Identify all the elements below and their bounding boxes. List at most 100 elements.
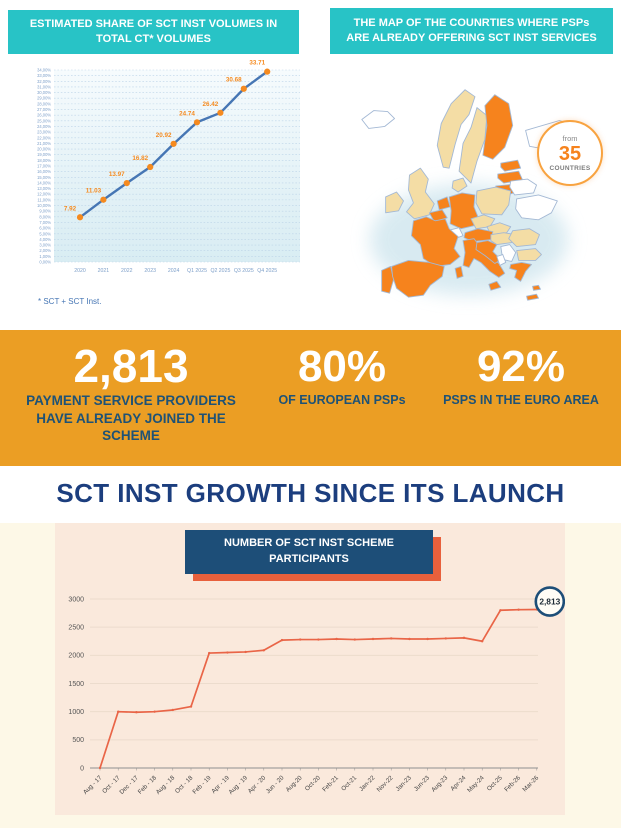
sct-share-chart: 0,00%1,00%2,00%3,00%4,00%5,00%6,00%7,00%… bbox=[37, 60, 300, 274]
svg-text:21,00%: 21,00% bbox=[37, 141, 51, 146]
map-country-bulgaria bbox=[516, 248, 542, 261]
svg-text:33,00%: 33,00% bbox=[37, 73, 51, 78]
svg-text:29,00%: 29,00% bbox=[37, 96, 51, 101]
svg-text:Q3 2025: Q3 2025 bbox=[234, 268, 254, 274]
svg-text:6,00%: 6,00% bbox=[39, 226, 51, 231]
badge-countries-label: COUNTRIES bbox=[549, 164, 591, 172]
svg-text:24,00%: 24,00% bbox=[37, 124, 51, 129]
svg-text:22,00%: 22,00% bbox=[37, 135, 51, 140]
map-title-banner: THE MAP OF THE COUNRTIES WHERE PSPs ARE … bbox=[330, 8, 613, 54]
map-island-sardinia bbox=[454, 265, 464, 279]
svg-text:Q4 2025: Q4 2025 bbox=[257, 268, 277, 274]
growth-chart-header-label: NUMBER OF SCT INST SCHEME PARTICIPANTS bbox=[224, 537, 394, 565]
share-points: 7.92 11.03 13.97 16.82 20.92 24.74 26.42 30.68 3… bbox=[64, 60, 271, 221]
map-country-united-kingdom bbox=[406, 167, 435, 220]
share-chart-title-banner: ESTIMATED SHARE OF SCT INST VOLUMES IN T… bbox=[8, 10, 299, 54]
svg-text:13,00%: 13,00% bbox=[37, 186, 51, 191]
svg-text:3,00%: 3,00% bbox=[39, 243, 51, 248]
svg-text:11.03: 11.03 bbox=[86, 188, 102, 195]
svg-text:7,00%: 7,00% bbox=[39, 220, 51, 225]
map-country-finland bbox=[482, 94, 514, 160]
svg-text:25,00%: 25,00% bbox=[37, 118, 51, 123]
svg-text:May-24: May-24 bbox=[466, 774, 486, 794]
svg-text:0,00%: 0,00% bbox=[39, 260, 51, 265]
svg-text:2500: 2500 bbox=[68, 625, 84, 632]
map-country-ukraine bbox=[515, 194, 558, 221]
stats-band: 2,813 PAYMENT SERVICE PROVIDERS HAVE ALR… bbox=[0, 330, 621, 466]
svg-text:2,813: 2,813 bbox=[539, 597, 560, 607]
map-country-belgium bbox=[428, 209, 448, 223]
badge-number: 35 bbox=[558, 142, 582, 165]
stat-euro-area-psps: 92% PSPS IN THE EURO AREA bbox=[436, 342, 606, 408]
stat-euro-area-psps-value: 92% bbox=[476, 342, 566, 391]
stat-european-psps-value: 80% bbox=[297, 342, 387, 391]
svg-text:30,00%: 30,00% bbox=[37, 90, 51, 95]
svg-text:Q2 2025: Q2 2025 bbox=[210, 268, 230, 274]
svg-text:33.71: 33.71 bbox=[249, 60, 265, 67]
stat-euro-area-psps-label: PSPS IN THE EURO AREA bbox=[443, 393, 599, 408]
svg-text:24.74: 24.74 bbox=[179, 110, 195, 117]
svg-text:26.42: 26.42 bbox=[203, 101, 219, 108]
map-country-romania bbox=[508, 228, 540, 248]
svg-text:Oct-20: Oct-20 bbox=[304, 774, 322, 792]
svg-text:2023: 2023 bbox=[144, 268, 156, 274]
growth-gridlines: 0 500 1000 1500 2000 2500 3000 bbox=[68, 596, 538, 772]
map-country-estonia bbox=[500, 159, 522, 172]
svg-text:20,00%: 20,00% bbox=[37, 147, 51, 152]
map-country-hungary bbox=[490, 232, 517, 246]
svg-text:1,00%: 1,00% bbox=[39, 254, 51, 259]
svg-text:Aug-20: Aug-20 bbox=[285, 774, 304, 793]
svg-text:Jan-23: Jan-23 bbox=[394, 774, 413, 793]
svg-text:11,00%: 11,00% bbox=[37, 197, 51, 202]
svg-text:19,00%: 19,00% bbox=[37, 152, 51, 157]
svg-text:2020: 2020 bbox=[74, 268, 86, 274]
svg-text:0: 0 bbox=[80, 765, 84, 772]
svg-text:1000: 1000 bbox=[68, 709, 84, 716]
share-gridlines: 0,00%1,00%2,00%3,00%4,00%5,00%6,00%7,00%… bbox=[37, 68, 300, 265]
svg-text:2000: 2000 bbox=[68, 653, 84, 660]
countries-count-badge: from 35 COUNTRIES bbox=[537, 120, 603, 186]
svg-text:Jun - 20: Jun - 20 bbox=[265, 774, 286, 795]
svg-text:Jan-22: Jan-22 bbox=[358, 774, 377, 793]
svg-text:2021: 2021 bbox=[98, 268, 110, 274]
svg-text:2,00%: 2,00% bbox=[39, 248, 51, 253]
map-country-denmark bbox=[451, 177, 468, 193]
svg-text:4,00%: 4,00% bbox=[39, 237, 51, 242]
map-title: THE MAP OF THE COUNRTIES WHERE PSPs ARE … bbox=[346, 16, 597, 44]
map-country-netherlands bbox=[436, 196, 451, 211]
svg-text:34,00%: 34,00% bbox=[37, 68, 51, 73]
growth-chart-header: NUMBER OF SCT INST SCHEME PARTICIPANTS bbox=[185, 530, 433, 574]
svg-text:Nov-22: Nov-22 bbox=[376, 774, 395, 793]
stat-european-psps-label: OF EUROPEAN PSPs bbox=[278, 393, 406, 408]
map-country-portugal bbox=[381, 265, 395, 294]
map-country-greece bbox=[509, 262, 532, 282]
svg-text:26,00%: 26,00% bbox=[37, 113, 51, 118]
map-country-belarus bbox=[509, 178, 537, 196]
svg-text:17,00%: 17,00% bbox=[37, 164, 51, 169]
svg-text:8,00%: 8,00% bbox=[39, 214, 51, 219]
share-chart-plot: 0,00%1,00%2,00%3,00%4,00%5,00%6,00%7,00%… bbox=[37, 60, 300, 274]
svg-text:Aug-23: Aug-23 bbox=[430, 774, 449, 793]
svg-text:32,00%: 32,00% bbox=[37, 79, 51, 84]
growth-line bbox=[99, 608, 537, 769]
svg-text:16.82: 16.82 bbox=[132, 155, 148, 162]
svg-text:Aug - 19: Aug - 19 bbox=[228, 774, 250, 796]
svg-text:Feb - 19: Feb - 19 bbox=[191, 774, 213, 796]
svg-text:Aug - 18: Aug - 18 bbox=[155, 774, 177, 796]
map-country-ireland bbox=[385, 191, 404, 214]
svg-text:Oct-21: Oct-21 bbox=[340, 774, 358, 792]
svg-text:Oct-25: Oct-25 bbox=[486, 774, 504, 792]
svg-text:Jun-23: Jun-23 bbox=[413, 774, 432, 793]
svg-text:9,00%: 9,00% bbox=[39, 209, 51, 214]
share-chart-footnote: * SCT + SCT Inst. bbox=[38, 297, 102, 306]
share-chart-title: ESTIMATED SHARE OF SCT INST VOLUMES IN T… bbox=[29, 17, 278, 45]
svg-text:5,00%: 5,00% bbox=[39, 231, 51, 236]
stat-psps-joined-value: 2,813 bbox=[73, 340, 189, 392]
map-country-norway bbox=[436, 89, 476, 169]
share-x-labels: 2020 2021 2022 2023 2024 Q1 2025 Q2 2025 Q3 202… bbox=[74, 268, 277, 274]
svg-text:31,00%: 31,00% bbox=[37, 84, 51, 89]
svg-text:Dec - 17: Dec - 17 bbox=[118, 774, 140, 796]
svg-text:2022: 2022 bbox=[121, 268, 133, 274]
